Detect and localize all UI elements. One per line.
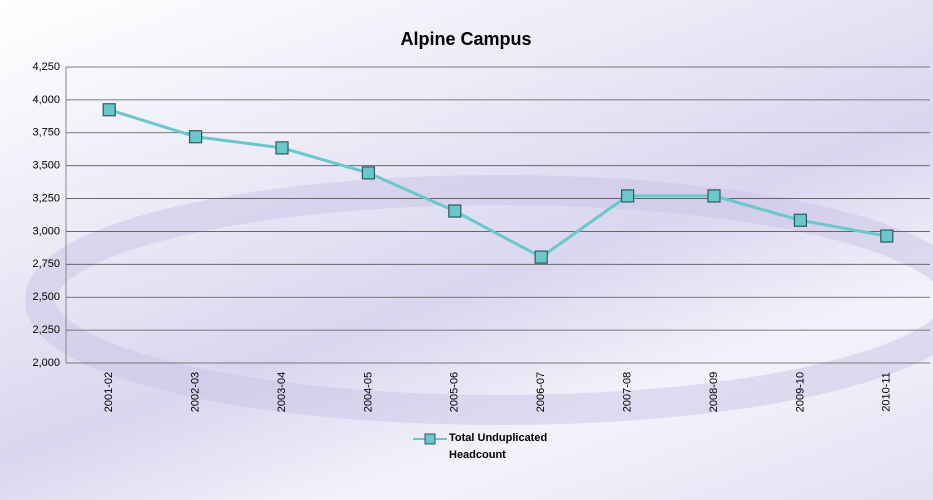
legend-square (424, 433, 436, 445)
x-tick-label: 2010-11 (881, 372, 893, 412)
marker (880, 229, 894, 243)
y-tick-label: 4,250 (32, 61, 60, 73)
marker (102, 103, 116, 117)
marker (189, 130, 203, 144)
chart-title: Alpine Campus (400, 29, 531, 49)
y-tick-label: 2,000 (32, 357, 60, 369)
y-tick-label: 3,250 (32, 192, 60, 204)
x-tick-label: 2002-03 (190, 372, 202, 412)
x-tick-label: 2006-07 (535, 372, 547, 412)
background-swirl (25, 175, 933, 425)
x-tick-label: 2005-06 (449, 372, 461, 412)
y-tick-label: 3,500 (32, 160, 60, 172)
legend-label: Total Unduplicated Headcount (449, 432, 548, 461)
y-tick-label: 2,500 (32, 291, 60, 303)
marker (275, 141, 289, 155)
legend-marker (413, 433, 447, 445)
marker (707, 189, 721, 203)
y-tick-label: 2,250 (32, 324, 60, 336)
marker (361, 166, 375, 180)
marker (448, 204, 462, 218)
x-tick-label: 2009-10 (794, 372, 806, 412)
y-tick-label: 3,000 (32, 225, 60, 237)
x-tick-label: 2003-04 (276, 372, 288, 412)
legend: Total Unduplicated Headcount (413, 430, 559, 464)
y-tick-label: 4,000 (32, 94, 60, 106)
x-tick-label: 2007-08 (622, 372, 634, 412)
y-tick-label: 2,750 (32, 258, 60, 270)
y-tick-label: 3,750 (32, 127, 60, 139)
x-tick-label: 2008-09 (708, 372, 720, 412)
series-line (108, 108, 888, 259)
marker (534, 250, 548, 264)
marker (620, 189, 635, 203)
x-tick-label: 2001-02 (103, 372, 115, 412)
marker (793, 213, 808, 227)
x-tick-label: 2004-05 (362, 372, 374, 412)
